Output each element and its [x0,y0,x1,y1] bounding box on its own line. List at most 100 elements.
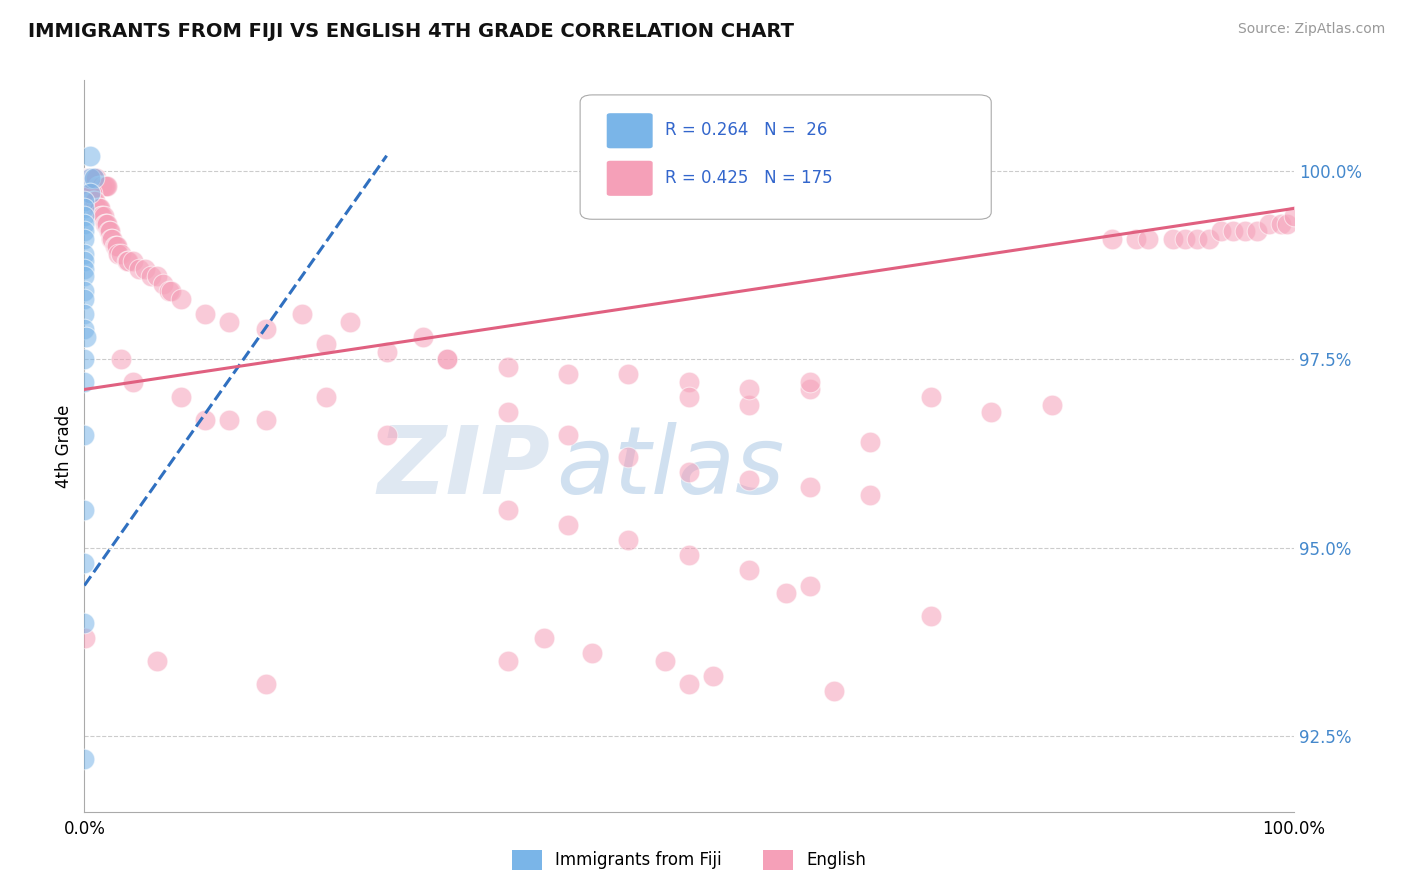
Point [97,224,120,238]
Point [73,322,96,336]
Point [105,239,128,253]
Point [73,556,96,570]
Point [738,383,761,397]
Point [73,292,96,306]
Point [77,171,100,186]
Point [79,186,101,201]
Point [315,337,337,351]
Point [73,427,96,442]
Point [90,209,112,223]
Point [557,518,579,533]
Point [218,315,240,329]
Point [73,269,96,284]
Point [533,632,555,646]
Point [80,186,103,201]
Point [86,202,108,216]
Point [412,329,434,343]
Point [83,171,105,186]
Point [83,171,105,186]
Point [89,202,111,216]
Point [79,171,101,186]
Point [254,322,277,336]
Point [86,171,108,186]
Point [94,178,117,193]
Text: R = 0.264   N =  26: R = 0.264 N = 26 [665,121,827,139]
Point [702,669,724,683]
Point [107,246,129,260]
Point [86,178,108,193]
Point [1137,232,1160,246]
Point [110,246,132,260]
FancyBboxPatch shape [607,161,652,196]
Point [581,646,603,660]
Point [115,254,138,268]
Point [157,285,180,299]
Point [1040,398,1063,412]
Point [77,186,100,201]
Point [134,261,156,276]
Point [79,149,101,163]
Point [799,480,821,494]
Point [1270,217,1292,231]
Point [73,246,96,260]
Point [859,488,882,502]
Point [94,178,117,193]
Point [73,217,96,231]
Point [678,676,700,690]
Point [89,178,111,193]
Point [375,427,398,442]
Point [87,178,110,193]
Point [73,616,96,631]
Point [654,654,676,668]
Point [339,315,361,329]
Point [79,171,101,186]
Text: atlas: atlas [555,423,785,514]
Point [799,375,821,389]
Point [73,232,96,246]
Point [90,178,112,193]
Point [93,178,115,193]
Point [1209,224,1232,238]
Point [1161,232,1184,246]
Point [1185,232,1208,246]
Point [139,269,162,284]
Point [194,307,217,321]
Point [315,390,337,404]
Point [76,171,98,186]
Point [678,375,700,389]
Point [557,427,579,442]
Text: ZIP: ZIP [377,422,550,514]
Point [775,586,797,600]
Point [94,217,117,231]
Point [1101,232,1123,246]
Point [117,254,139,268]
Point [160,285,183,299]
Point [1198,232,1220,246]
Point [104,239,127,253]
Point [82,194,104,208]
Point [73,261,96,276]
Point [73,285,96,299]
Point [146,654,169,668]
Point [678,390,700,404]
Point [84,194,107,208]
Point [73,307,96,321]
Point [859,435,882,450]
Point [73,752,96,766]
Point [194,412,217,426]
Point [254,412,277,426]
Point [920,390,942,404]
Point [80,194,103,208]
Point [1258,217,1281,231]
Point [110,352,132,367]
Point [980,405,1002,419]
Point [738,563,761,577]
Point [75,171,97,186]
Point [496,359,519,374]
Point [1234,224,1257,238]
Point [496,503,519,517]
Legend: Immigrants from Fiji, English: Immigrants from Fiji, English [505,843,873,877]
Point [291,307,314,321]
Point [73,209,96,223]
Point [799,578,821,592]
